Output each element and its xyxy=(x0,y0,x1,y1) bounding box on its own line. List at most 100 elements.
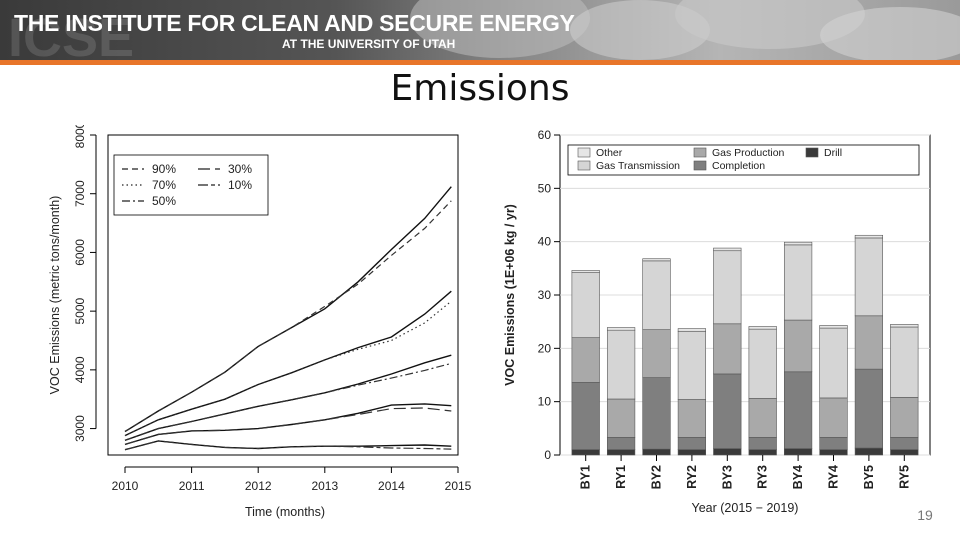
bar-segment xyxy=(677,399,707,438)
legend-swatch xyxy=(577,160,591,171)
legend-label: Other xyxy=(596,147,623,159)
bar-segment xyxy=(890,326,919,398)
bar-segment xyxy=(783,241,813,246)
x-tick-label: 2014 xyxy=(378,479,405,493)
bar-segment xyxy=(783,319,813,373)
plot-frame xyxy=(107,134,459,456)
legend-swatch xyxy=(693,160,707,171)
bar-segment xyxy=(819,437,848,450)
bar-segment xyxy=(783,448,813,456)
series-line xyxy=(124,290,452,437)
legend-label: 30% xyxy=(228,162,252,176)
bar-segment xyxy=(677,449,707,456)
bar-segment xyxy=(783,244,813,321)
x-tick-label: RY3 xyxy=(756,465,770,489)
legend-label: 10% xyxy=(228,178,252,192)
x-tick-label: RY1 xyxy=(614,465,628,489)
bar-segment xyxy=(890,324,919,328)
series-line xyxy=(124,200,452,433)
header-banner: ICSE THE INSTITUTE FOR CLEAN AND SECURE … xyxy=(0,0,960,60)
y-tick-label: 30 xyxy=(538,288,552,302)
bar-segment xyxy=(677,328,707,332)
series-line xyxy=(124,440,452,451)
bar-segment xyxy=(606,437,636,450)
bar-segment xyxy=(819,449,848,456)
bar-segment xyxy=(713,448,742,456)
bar-segment xyxy=(854,237,884,317)
bar-segment xyxy=(748,398,777,438)
y-tick-label: 4000 xyxy=(73,356,87,383)
bar-segment xyxy=(606,329,636,400)
bar-segment xyxy=(748,437,777,450)
accent-rule xyxy=(0,60,960,65)
y-tick-label: 7000 xyxy=(73,180,87,207)
x-tick-label: RY2 xyxy=(685,465,699,489)
y-tick-label: 8000 xyxy=(73,125,87,148)
x-tick-label: BY4 xyxy=(791,465,805,489)
bar-segment xyxy=(854,315,884,370)
legend-label: Gas Production xyxy=(712,147,785,159)
y-tick-label: 3000 xyxy=(73,415,87,442)
legend-label: Gas Transmission xyxy=(596,160,680,172)
x-tick-label: BY1 xyxy=(579,465,593,489)
legend: Other Gas Production Drill Gas Transmission… xyxy=(567,144,920,176)
series-line xyxy=(124,407,452,445)
series-line xyxy=(124,403,452,446)
x-tick-label: 2015 xyxy=(445,479,472,493)
x-tick-label: RY5 xyxy=(897,465,911,489)
series-line xyxy=(124,354,452,441)
line-chart: 2010 2011 2012 2013 2014 2015 3000 4000 5000 6000… xyxy=(48,125,472,519)
bar-segment xyxy=(713,373,742,449)
x-tick-label: 2011 xyxy=(179,479,205,493)
bar-segment xyxy=(677,330,707,400)
bar-segment xyxy=(890,449,919,456)
x-tick-label: BY5 xyxy=(862,465,876,489)
bar-segment xyxy=(606,398,636,438)
bar-segment xyxy=(571,272,600,338)
bar-segment xyxy=(819,397,848,438)
x-tick-label: RY4 xyxy=(827,465,841,489)
bar-segment xyxy=(713,247,742,252)
bar-segment xyxy=(571,270,600,273)
bar-segment xyxy=(642,448,671,456)
legend-label: Drill xyxy=(824,147,842,159)
legend: 90% 70% 50% 30% 10% xyxy=(113,154,269,216)
y-tick-label: 6000 xyxy=(73,239,87,266)
bar-segment xyxy=(854,234,884,239)
page-title: Emissions xyxy=(390,68,570,109)
bar-segment xyxy=(642,260,671,330)
x-axis-label: Year (2015 − 2019) xyxy=(692,501,799,515)
bar-segment xyxy=(677,437,707,450)
legend-swatch xyxy=(693,147,707,158)
y-axis-label: VOC Emissions (1E+06 kg / yr) xyxy=(503,204,517,386)
y-tick-label: 10 xyxy=(538,395,552,409)
bar-segment xyxy=(571,337,600,383)
series-line xyxy=(124,186,452,433)
bar-segment xyxy=(713,250,742,325)
bar-segment xyxy=(783,371,813,449)
bar-segment xyxy=(642,258,671,262)
legend-swatch xyxy=(805,147,819,158)
bar-segment xyxy=(819,325,848,329)
series-line xyxy=(124,362,452,441)
bar-segment xyxy=(713,323,742,375)
bar-segment xyxy=(854,447,884,456)
bar-segment xyxy=(748,328,777,399)
y-tick-label: 20 xyxy=(538,341,552,355)
bar-segment xyxy=(748,326,777,330)
x-tick-label: 2010 xyxy=(112,479,139,493)
bar-segment xyxy=(642,329,671,378)
legend-label: 70% xyxy=(152,178,176,192)
legend-swatch xyxy=(577,147,591,158)
bar-segment xyxy=(571,449,600,456)
institute-title: THE INSTITUTE FOR CLEAN AND SECURE ENERG… xyxy=(14,10,575,36)
watermark-text: ICSE xyxy=(8,8,134,60)
y-tick-label: 5000 xyxy=(73,297,87,324)
bar-segment xyxy=(606,327,636,331)
bar-segment xyxy=(606,449,636,456)
x-tick-label: BY3 xyxy=(720,465,734,489)
x-tick-label: BY2 xyxy=(650,465,664,489)
banner-texture: ICSE xyxy=(8,0,960,60)
x-axis-label: Time (months) xyxy=(245,505,325,519)
y-tick-label: 0 xyxy=(544,448,551,462)
